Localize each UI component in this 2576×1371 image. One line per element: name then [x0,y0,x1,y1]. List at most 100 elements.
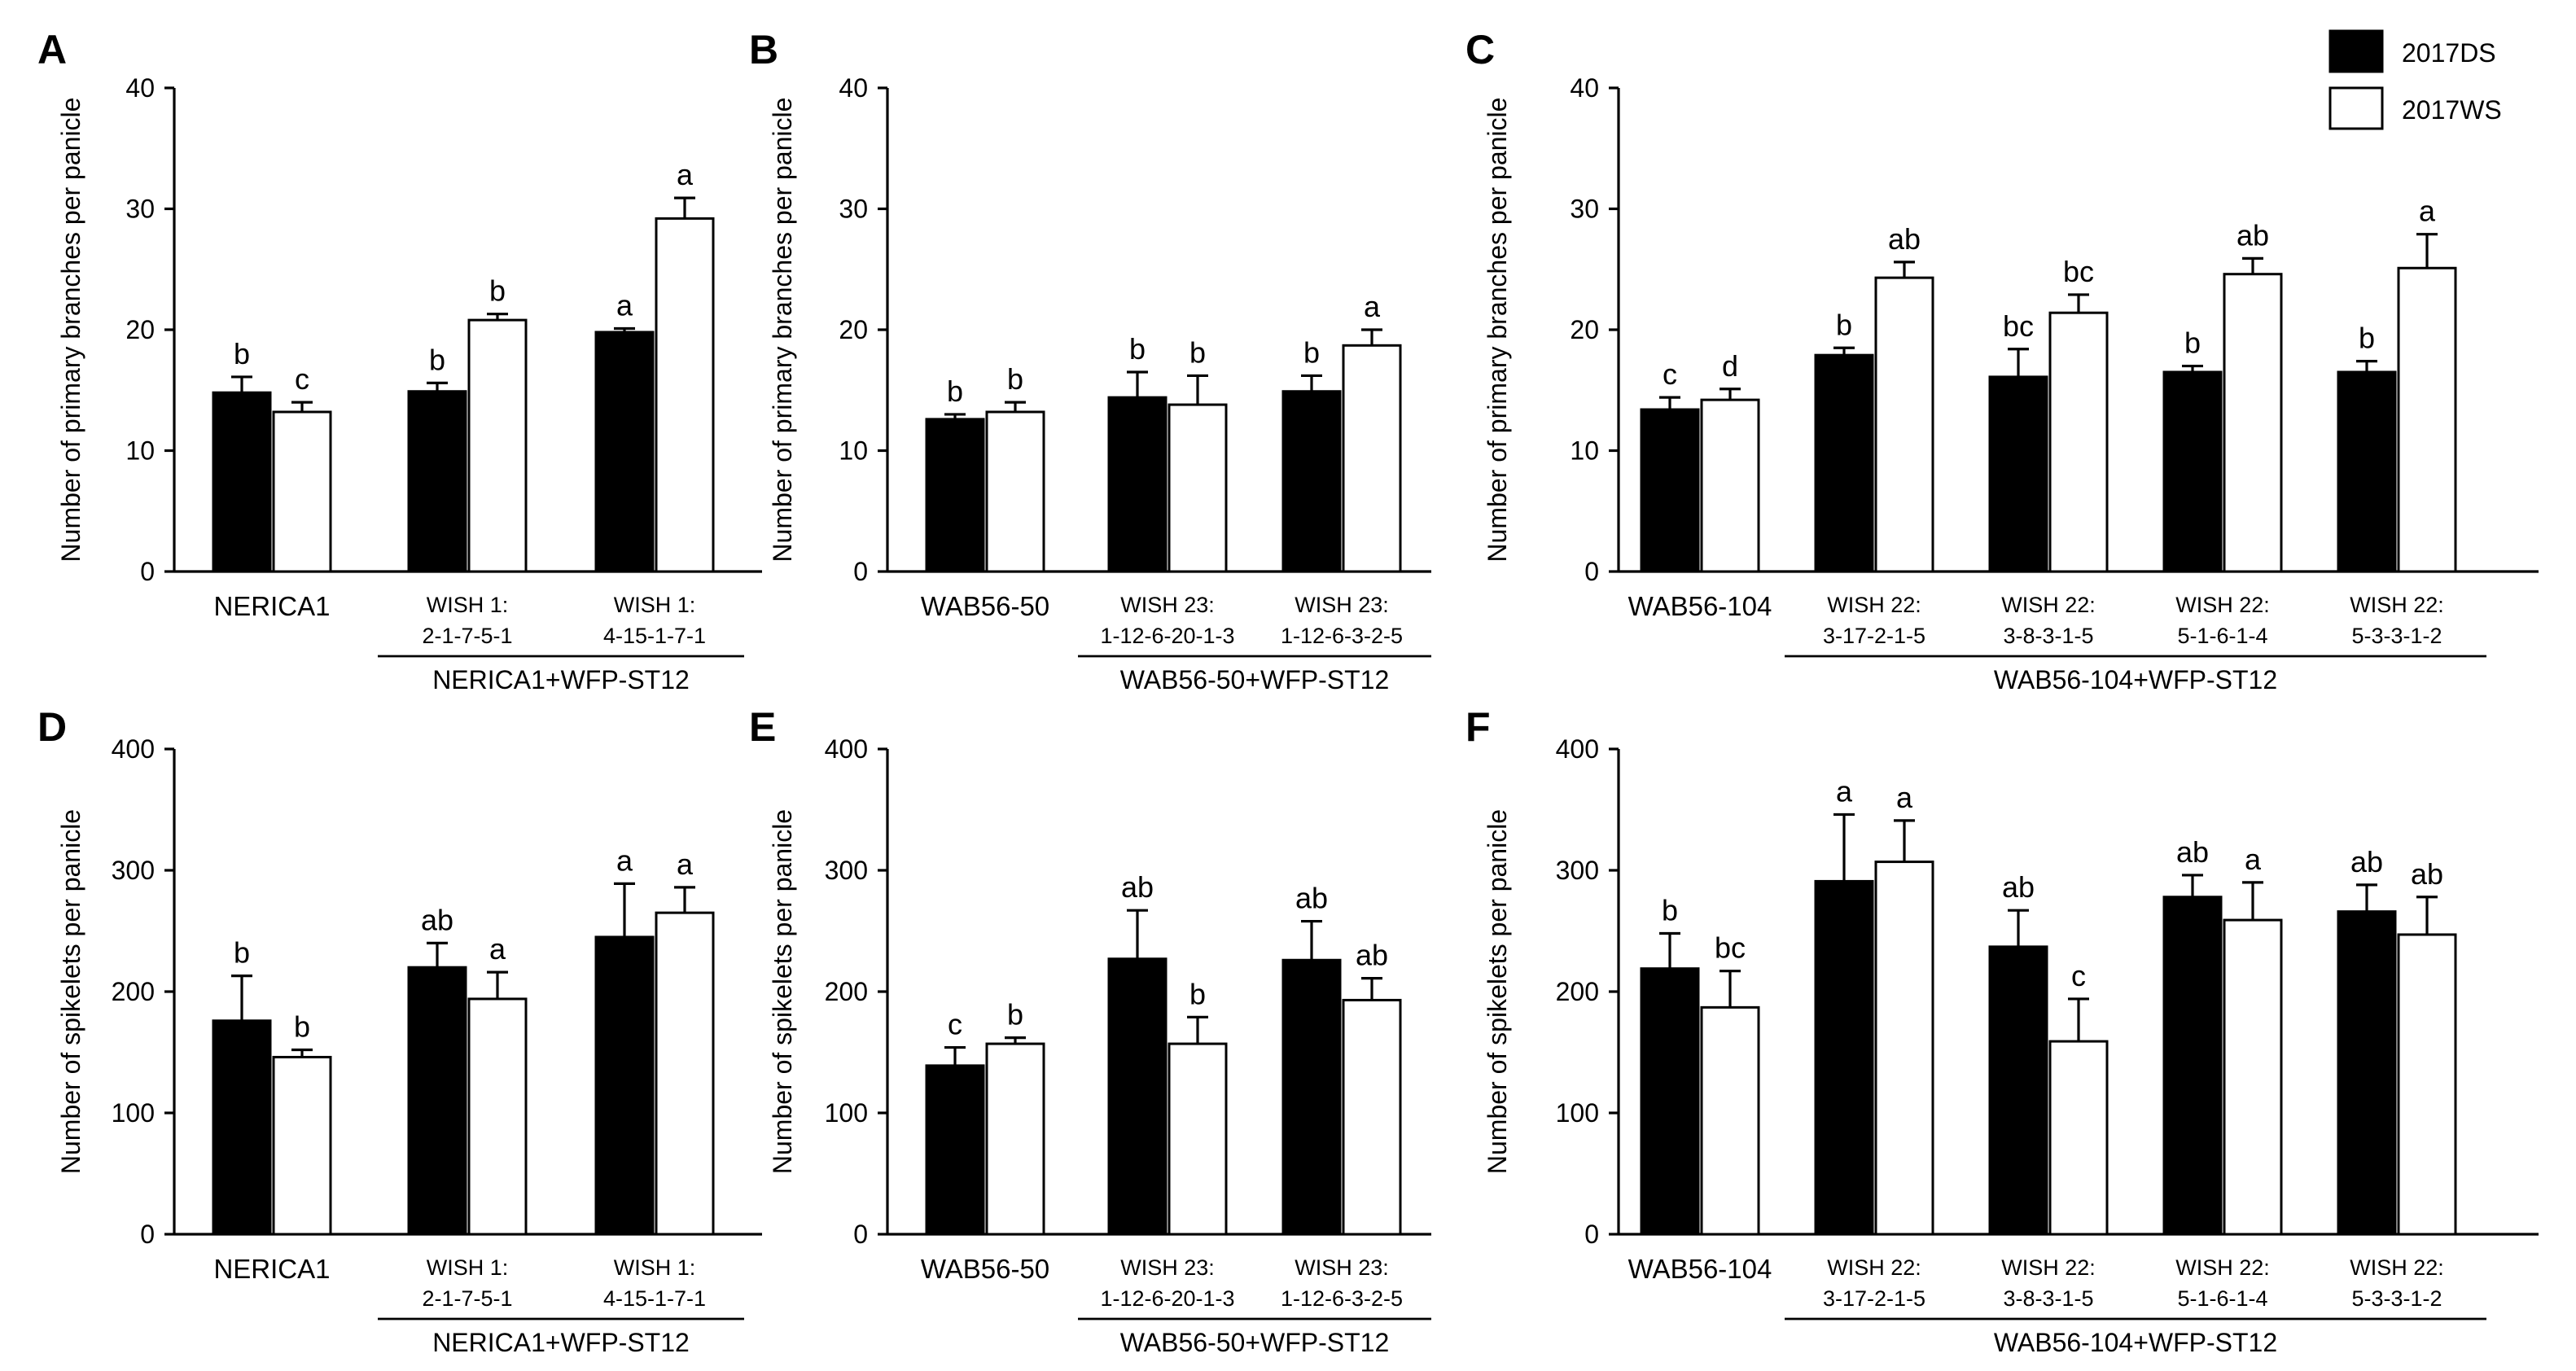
category-label-c: 3-8-3-1-5 [2003,624,2093,648]
bar-b-2017ds [925,418,985,573]
category-label-e: 1-12-6-20-1-3 [1100,1286,1234,1311]
y-tick-label-f: 400 [1556,734,1599,764]
significance-letter-c: a [2419,195,2436,228]
y-tick-label-e: 300 [825,856,868,885]
y-tick-label-e: 400 [825,734,868,764]
bar-c-2017ds [1988,375,2048,573]
significance-letter-d: ab [421,903,453,936]
legend: 2017DS 2017WS [2328,29,2502,130]
significance-letter-b: b [1007,362,1023,396]
panel-f: F Number of spikelets per panicle 0 100 200 3… [1465,704,2539,1357]
category-label-d: WISH 1: [614,1255,696,1280]
significance-letter-b: b [947,375,963,408]
y-tick-label-b: 40 [839,73,868,103]
category-label-e: WISH 23: [1295,1255,1389,1280]
category-label-b: WAB56-50 [921,591,1049,621]
category-label-d: WISH 1: [427,1255,509,1280]
y-tick-label-c: 40 [1570,73,1599,103]
bar-d-2017ws [655,911,715,1236]
significance-letter-f: ab [2002,870,2035,904]
bar-c-2017ds [2337,370,2397,573]
y-axis-label-c: Number of primary branches per panicle [1483,98,1512,563]
y-tick-label-f: 200 [1556,977,1599,1006]
significance-letter-c: ab [2236,218,2269,252]
significance-letter-a: b [234,337,250,370]
category-label-a: NERICA1 [213,591,330,621]
y-axis-label-b: Number of primary branches per panicle [768,98,797,563]
legend-swatch-2017ws [2328,86,2384,130]
significance-letter-b: a [1364,290,1381,323]
significance-letter-b: b [1189,335,1206,369]
y-tick-label-a: 30 [125,195,155,224]
bar-d-2017ds [212,1019,272,1236]
significance-letter-d: b [294,1010,310,1044]
bar-f-2017ws [2397,933,2457,1236]
group-label-a: NERICA1+WFP-ST12 [432,665,690,694]
significance-letter-c: b [2184,326,2201,360]
category-label-e: WAB56-50 [921,1254,1049,1284]
category-label-f: 3-8-3-1-5 [2003,1286,2093,1311]
legend-swatch-2017ds [2328,29,2384,73]
bar-c-2017ws [1874,276,1934,573]
bar-a-2017ds [594,331,655,573]
bar-d-2017ws [467,997,528,1236]
bar-e-2017ws [1168,1042,1228,1236]
significance-letter-b: b [1129,332,1146,366]
significance-letter-d: a [616,843,633,877]
panel-letter-e: E [749,704,776,750]
panel-b: B Number of primary branches per panicle 0… [749,27,1431,694]
category-label-c: 5-3-3-1-2 [2351,624,2442,648]
y-tick-label-a: 20 [125,315,155,344]
category-label-c: WAB56-104 [1628,591,1772,621]
significance-letter-a: a [677,158,694,191]
significance-letter-f: b [1662,893,1678,926]
bar-c-2017ds [1640,408,1700,573]
significance-letter-b: b [1303,335,1320,369]
significance-letter-a: a [616,289,633,322]
category-label-b: 1-12-6-3-2-5 [1281,624,1403,648]
significance-letter-c: ab [1888,222,1921,256]
bar-f-2017ws [2223,918,2283,1236]
bar-b-2017ws [1342,344,1402,573]
category-label-d: 4-15-1-7-1 [603,1286,706,1311]
significance-letter-d: b [234,936,250,970]
category-label-c: WISH 22: [1827,593,1921,617]
significance-letter-f: a [1836,774,1853,808]
significance-letter-e: c [948,1008,962,1041]
y-tick-label-a: 0 [140,557,155,586]
category-label-c: 5-1-6-1-4 [2177,624,2267,648]
y-tick-label-e: 0 [853,1220,868,1249]
category-label-d: 2-1-7-5-1 [422,1286,512,1311]
y-tick-label-b: 0 [853,557,868,586]
significance-letter-d: a [677,848,694,881]
category-label-a: WISH 1: [427,593,509,617]
significance-letter-c: c [1663,357,1677,391]
y-tick-label-a: 40 [125,73,155,103]
category-label-c: WISH 22: [2350,593,2444,617]
bar-c-2017ws [2048,311,2109,573]
bar-b-2017ws [985,410,1045,573]
legend-label-2017ds: 2017DS [2402,38,2496,68]
category-label-a: 2-1-7-5-1 [422,624,512,648]
category-label-b: WISH 23: [1295,593,1389,617]
bar-a-2017ds [212,391,272,573]
significance-letter-a: c [295,362,309,396]
legend-label-2017ws: 2017WS [2402,95,2502,125]
panel-letter-b: B [749,27,778,72]
category-label-f: WISH 22: [1827,1255,1921,1280]
significance-letter-c: b [2359,322,2375,355]
y-tick-label-d: 200 [112,977,155,1006]
panel-e: E Number of spikelets per panicle 0 100 200 3… [749,704,1431,1357]
significance-letter-e: ab [1295,882,1328,915]
category-label-f: WISH 22: [2350,1255,2444,1280]
y-axis-label-e: Number of spikelets per panicle [768,809,797,1174]
bar-d-2017ds [407,966,467,1236]
significance-letter-c: bc [2003,309,2034,343]
category-label-a: 4-15-1-7-1 [603,624,706,648]
bar-a-2017ws [272,410,332,573]
bar-f-2017ws [2048,1040,2109,1236]
significance-letter-e: ab [1356,939,1388,972]
category-label-c: 3-17-2-1-5 [1823,624,1925,648]
y-tick-label-c: 20 [1570,315,1599,344]
